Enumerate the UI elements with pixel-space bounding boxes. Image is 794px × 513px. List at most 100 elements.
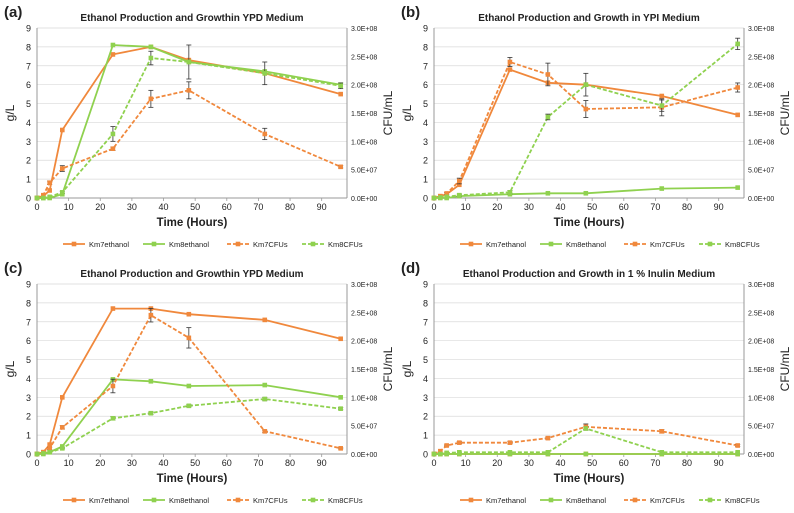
x-tick-label: 70 — [650, 458, 660, 468]
series-line — [433, 425, 738, 455]
y-tick-label: 1 — [423, 175, 428, 185]
y-tick-label: 1 — [423, 431, 428, 441]
data-point-square — [338, 446, 343, 451]
legend-label: Km8CFUs — [725, 240, 760, 249]
y-tick-label: 3 — [423, 393, 428, 403]
y2-tick-label: 5.0E+07 — [351, 168, 377, 175]
legend-label: Km7ethanol — [89, 240, 129, 249]
data-point-square — [735, 443, 740, 448]
series-line — [37, 378, 341, 455]
data-point-square — [148, 55, 154, 61]
data-point-square — [34, 451, 40, 457]
x-tick-label: 70 — [650, 202, 660, 212]
x-axis-label: Time (Hours) — [554, 473, 625, 485]
y-tick-label: 1 — [26, 431, 31, 441]
x-tick-label: 0 — [34, 202, 39, 212]
data-point-square — [338, 91, 343, 97]
data-point-square — [262, 429, 268, 434]
x-tick-label: 70 — [253, 202, 263, 212]
x-tick-label: 20 — [95, 202, 105, 212]
data-point-square — [148, 410, 154, 416]
series-Km7CFUs — [34, 81, 344, 201]
y2-tick-label: 2.5E+08 — [351, 54, 377, 61]
legend-label: Km7CFUs — [253, 496, 288, 505]
legend-item: Km7CFUs — [227, 496, 288, 505]
chart-panel-d: (d) Ethanol Production and Growth in 1 % … — [400, 260, 792, 505]
y-tick-label: 6 — [423, 80, 428, 90]
data-point-square — [338, 164, 343, 170]
x-tick-label: 30 — [524, 458, 534, 468]
data-point-square — [507, 440, 513, 445]
chart-panel-b: (b) Ethanol Production and Growth in YPI … — [400, 4, 792, 249]
legend-label: Km7CFUs — [253, 240, 288, 249]
x-tick-label: 70 — [253, 458, 263, 468]
legend-marker — [632, 241, 638, 247]
x-tick-label: 40 — [556, 458, 566, 468]
legend-marker — [468, 241, 474, 247]
panel-label: (d) — [401, 260, 420, 277]
y-tick-label: 9 — [26, 24, 31, 34]
data-point-square — [110, 52, 116, 57]
series-line — [433, 43, 739, 199]
legend-item: Km7ethanol — [63, 240, 129, 249]
chart-title: Ethanol Production and Growthin YPD Medi… — [80, 13, 303, 24]
data-point-square — [457, 182, 462, 188]
data-point-square — [47, 188, 52, 193]
y-tick-label: 7 — [26, 61, 31, 71]
y2-tick-label: 2.5E+08 — [351, 310, 377, 317]
data-point-square — [545, 450, 551, 455]
data-point-square — [41, 451, 46, 456]
y-tick-label: 5 — [423, 99, 428, 109]
x-tick-label: 90 — [317, 202, 327, 212]
x-tick-label: 80 — [682, 202, 692, 212]
y2-tick-label: 5.0E+07 — [351, 424, 377, 431]
legend-label: Km7CFUs — [650, 240, 685, 249]
data-point-square — [262, 382, 268, 388]
data-point-square — [444, 194, 449, 200]
data-point-square — [659, 186, 665, 191]
x-tick-label: 30 — [127, 202, 137, 212]
x-tick-label: 60 — [619, 202, 629, 212]
legend-label: Km7ethanol — [89, 496, 129, 505]
legend-label: Km8ethanol — [566, 496, 606, 505]
data-point-square — [338, 336, 343, 342]
y2-axis-label: CFU/mL — [778, 346, 792, 391]
y2-axis-label: CFU/mL — [381, 346, 395, 391]
data-point-square — [545, 435, 551, 441]
series-line — [36, 89, 342, 199]
x-tick-label: 90 — [714, 458, 724, 468]
legend-label: Km8ethanol — [169, 496, 209, 505]
y2-tick-label: 1.5E+08 — [748, 367, 774, 374]
data-point-square — [110, 131, 116, 137]
data-point-square — [110, 42, 116, 48]
x-tick-label: 20 — [492, 202, 502, 212]
y-axis-label: g/L — [3, 104, 17, 121]
data-point-square — [507, 59, 513, 65]
data-point-square — [186, 88, 192, 93]
legend-label: Km8CFUs — [328, 240, 363, 249]
x-tick-label: 90 — [714, 202, 724, 212]
data-point-square — [444, 450, 449, 456]
legend-label: Km8ethanol — [169, 240, 209, 249]
series-Km7CFUs — [34, 307, 344, 457]
data-point-square — [583, 190, 589, 196]
panel-label: (c) — [4, 260, 22, 277]
y-tick-label: 6 — [26, 336, 31, 346]
y2-tick-label: 3.0E+08 — [748, 282, 774, 289]
data-point-square — [735, 85, 740, 90]
legend-marker — [310, 241, 316, 247]
data-point-square — [60, 395, 65, 400]
y2-tick-label: 2.0E+08 — [748, 339, 774, 346]
legend-marker — [235, 241, 241, 247]
legend-item: Km8ethanol — [143, 240, 209, 249]
legend-item: Km7ethanol — [63, 496, 129, 505]
y-tick-label: 2 — [26, 412, 31, 422]
x-tick-label: 0 — [431, 202, 436, 212]
data-point-square — [148, 44, 154, 50]
legend-item: Km8CFUs — [699, 496, 760, 505]
y2-tick-label: 2.0E+08 — [351, 339, 377, 346]
x-axis-label: Time (Hours) — [554, 217, 625, 229]
y2-tick-label: 0.0E+00 — [748, 196, 774, 203]
